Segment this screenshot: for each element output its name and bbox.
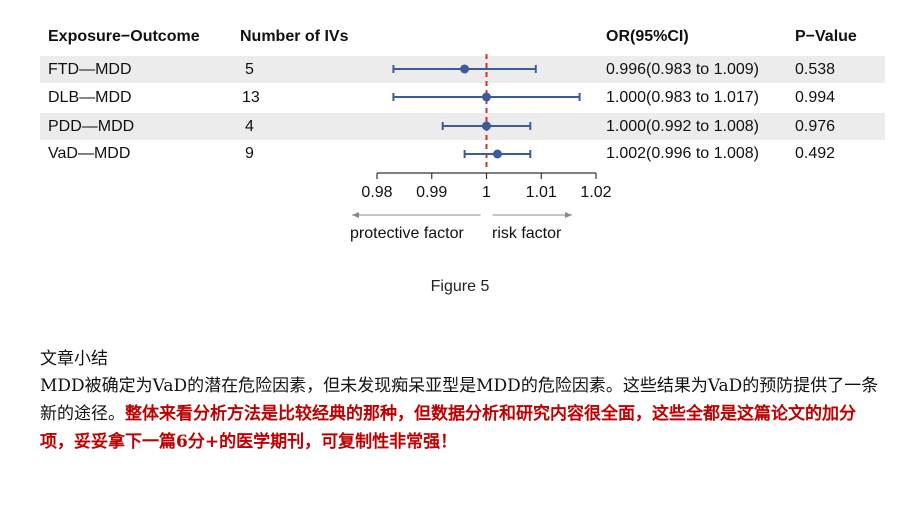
row-p-value: 0.538 [795,61,836,78]
summary-highlight-text: 整体来看分析方法是比较经典的那种，但数据分析和研究内容很全面，这些全都是这篇论文… [40,404,856,452]
figure-caption: Figure 5 [430,278,490,295]
point-estimate [492,149,502,159]
row-label: DLB—MDD [48,89,132,106]
point-estimate [482,121,491,131]
row-p-value: 0.976 [795,118,836,135]
point-estimate [482,92,491,102]
row-label: VaD—MDD [48,145,131,162]
row-label: PDD—MDD [48,118,135,135]
x-tick-label: 1.01 [526,184,557,201]
forest-plot-svg: 0.98 0.99 1 1.01 1.02 protective factor risk f… [350,54,612,242]
risk-arrow-head [565,212,572,218]
row-ivs: 9 [245,145,254,162]
protective-arrow-head [352,212,359,218]
x-tick-label: 0.98 [361,184,392,201]
header-exposure-outcome: Exposure−Outcome [48,28,200,45]
row-or-ci: 1.002(0.996 to 1.008) [606,145,760,162]
row-label: FTD—MDD [48,61,132,78]
summary-body: MDD被确定为VaD的潜在危险因素，但未发现痴呆亚型是MDD的危险因素。这些结果… [40,372,888,456]
row-or-ci: 1.000(0.983 to 1.017) [606,89,760,106]
header-number-of-ivs: Number of IVs [240,28,349,45]
forest-plot-figure: Exposure−Outcome Number of IVs OR(95%CI)… [40,28,885,242]
x-tick-label: 1 [482,184,491,201]
x-tick-label: 1.02 [580,184,611,201]
protective-factor-label: protective factor [350,225,465,242]
row-ivs: 13 [242,89,260,106]
risk-factor-label: risk factor [492,225,562,242]
point-estimate [460,64,470,74]
row-or-ci: 0.996(0.983 to 1.009) [606,61,760,78]
row-or-ci: 1.000(0.992 to 1.008) [606,118,760,135]
row-ivs: 4 [245,118,254,135]
row-p-value: 0.492 [795,145,836,162]
summary-plain-text: MDD被确定为VaD的潜在危险因素，但未发现痴呆亚型是MDD的危险因素。这些结果… [40,376,879,424]
row-p-value: 0.994 [795,89,836,106]
summary-title: 文章小结 [40,349,108,369]
x-tick-label: 0.99 [416,184,447,201]
header-p-value: P−Value [795,28,857,45]
header-or-ci: OR(95%CI) [606,28,689,45]
row-ivs: 5 [245,61,254,78]
